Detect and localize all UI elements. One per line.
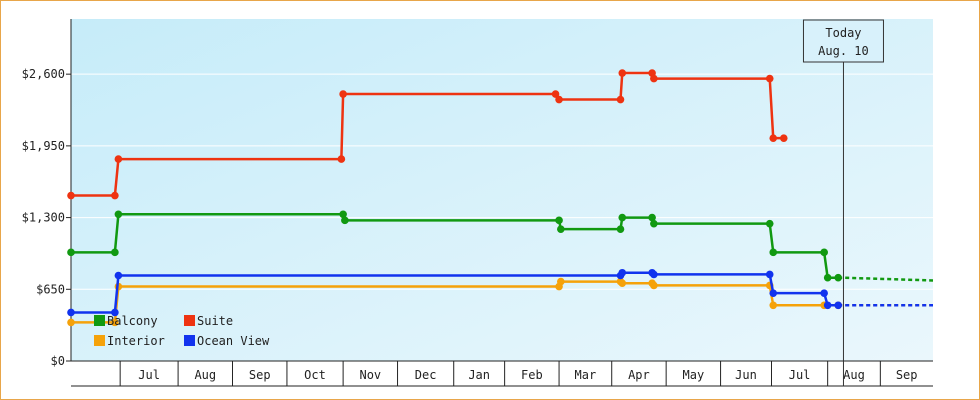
series-line — [71, 213, 839, 279]
series-suite — [67, 69, 788, 200]
data-point — [650, 270, 658, 279]
data-point — [339, 210, 347, 219]
data-point — [823, 273, 832, 282]
x-tick-label: Jan — [468, 368, 490, 382]
data-point — [557, 277, 565, 286]
y-tick-label: $1,950 — [22, 139, 65, 153]
x-tick-label: Apr — [628, 368, 650, 382]
data-point — [769, 301, 778, 310]
series-line — [71, 71, 784, 197]
data-point — [616, 95, 625, 104]
data-point — [337, 155, 346, 163]
data-point — [111, 248, 119, 257]
series-balcony — [67, 210, 934, 282]
data-point — [823, 301, 832, 310]
data-point — [779, 134, 788, 142]
data-point — [618, 268, 627, 277]
x-tick-label: Aug — [843, 368, 865, 382]
legend-label: Ocean View — [197, 334, 270, 348]
today-date-label: Aug. 10 — [818, 44, 869, 58]
data-point — [555, 216, 563, 225]
y-tick-label: $2,600 — [22, 67, 65, 81]
data-point — [339, 90, 347, 98]
x-tick-label: Jun — [735, 368, 757, 382]
legend-label: Balcony — [107, 314, 158, 328]
data-point — [650, 74, 658, 83]
y-tick-label: $650 — [36, 282, 65, 296]
data-point — [557, 225, 565, 233]
data-point — [67, 248, 75, 257]
data-point — [650, 219, 658, 228]
x-tick-label: Mar — [575, 368, 597, 382]
data-point — [114, 210, 123, 219]
x-tick-label: Sep — [896, 368, 918, 382]
legend-swatch — [184, 335, 195, 346]
today-label-box — [802, 19, 884, 63]
legend-swatch — [94, 315, 105, 326]
legend-label: Interior — [107, 334, 165, 348]
data-point — [820, 248, 828, 257]
x-tick-label: Nov — [359, 368, 381, 382]
data-point — [648, 213, 656, 222]
data-point — [111, 191, 119, 200]
legend-swatch — [184, 315, 195, 326]
data-point — [114, 271, 123, 280]
x-tick-label: Jul — [789, 368, 811, 382]
data-point — [834, 273, 842, 282]
data-point — [765, 74, 774, 83]
data-point — [67, 308, 75, 317]
data-point — [111, 318, 119, 327]
today-marker: Today Aug. 10 — [802, 19, 884, 386]
data-point — [618, 213, 627, 222]
data-point — [111, 308, 119, 317]
x-tick-label: Aug — [194, 368, 216, 382]
x-axis: Jul Aug Sep Oct Nov Dec Jan Feb Mar Apr May Jun Jul A… — [71, 360, 933, 387]
x-tick-label: Oct — [304, 368, 326, 382]
series-layer — [67, 69, 934, 327]
x-tick-label: Sep — [249, 368, 271, 382]
data-point — [618, 279, 627, 288]
data-point — [820, 289, 828, 297]
data-point — [769, 134, 778, 142]
data-point — [616, 225, 625, 233]
data-point — [765, 270, 774, 279]
data-point — [341, 216, 349, 225]
y-tick-label: $1,300 — [22, 211, 65, 225]
data-point — [834, 301, 842, 310]
data-point — [555, 95, 563, 104]
data-point — [769, 248, 778, 257]
plot-area — [71, 19, 933, 361]
data-point — [114, 155, 123, 163]
data-point — [765, 219, 774, 228]
gridlines — [71, 73, 933, 290]
data-point — [551, 90, 560, 98]
series-ocean-view — [67, 268, 933, 317]
legend-swatch — [94, 335, 105, 346]
data-point — [618, 69, 627, 77]
legend-label: Suite — [197, 314, 233, 328]
data-point — [650, 281, 658, 290]
data-point — [769, 289, 778, 297]
data-point — [67, 318, 75, 327]
today-label: Today — [825, 26, 861, 40]
y-tick-label: $0 — [51, 354, 65, 368]
legend: Balcony Suite Interior Ocean View — [94, 314, 270, 348]
x-tick-label: Feb — [521, 368, 543, 382]
x-tick-label: Jul — [138, 368, 160, 382]
y-axis: $0 $650 $1,300 $1,950 $2,600 — [22, 19, 72, 368]
data-point — [67, 191, 75, 200]
x-tick-label: Dec — [415, 368, 437, 382]
x-tick-label: May — [683, 368, 705, 382]
